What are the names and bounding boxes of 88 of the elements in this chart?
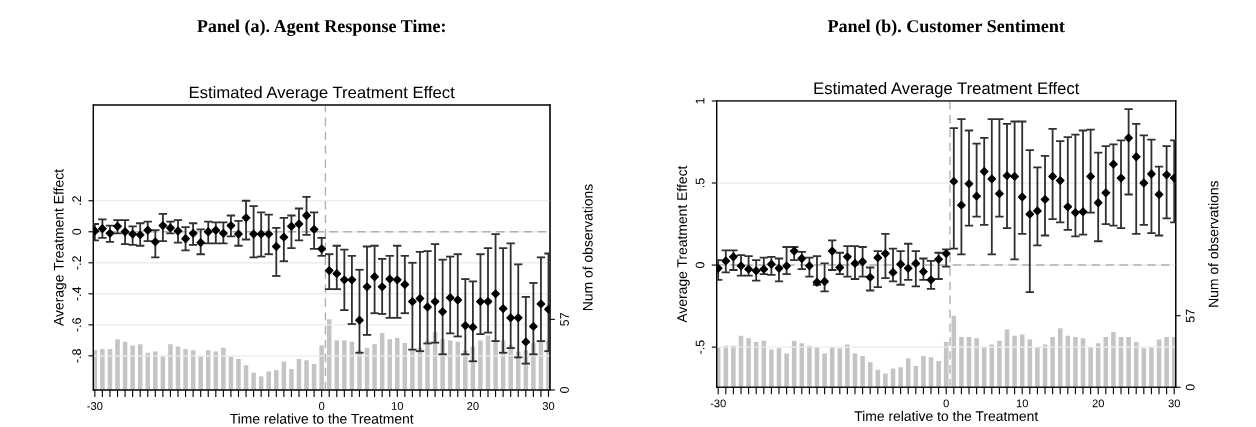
y-tick-label: 0 <box>72 228 82 235</box>
x-tick-label: 30 <box>1168 399 1180 408</box>
x-axis-title: Time relative to the Treatment <box>230 413 414 424</box>
y-tick-label: -.6 <box>72 318 82 332</box>
x-tick-label: 10 <box>1016 399 1028 408</box>
bar <box>251 372 256 390</box>
bar <box>1073 337 1078 388</box>
bar <box>845 344 850 388</box>
bar <box>936 360 941 388</box>
bar <box>425 340 430 390</box>
y-tick-label: 0 <box>695 262 705 269</box>
bar <box>860 355 865 388</box>
y-tick-label: -.5 <box>695 340 705 354</box>
bar <box>1126 337 1131 388</box>
chart-subtitle: Panel (a). Agent Response Time: <box>197 19 445 37</box>
bar <box>508 345 513 390</box>
bar <box>357 350 362 390</box>
y-tick-label: .2 <box>72 196 81 205</box>
bar <box>372 344 377 390</box>
bar <box>319 345 324 390</box>
bar <box>221 347 226 390</box>
bar <box>921 355 926 388</box>
bar <box>807 345 812 388</box>
y2-tick-label: 57 <box>1185 309 1195 323</box>
bar <box>145 352 151 390</box>
y-tick-label: .5 <box>695 178 705 188</box>
bar <box>342 340 347 390</box>
bar <box>153 351 158 390</box>
x-tick-label: 20 <box>1092 399 1104 408</box>
bar <box>1149 347 1154 388</box>
y2-tick-label: 0 <box>560 386 569 393</box>
bar <box>746 338 751 388</box>
x-tick-label: 0 <box>319 402 325 410</box>
bar <box>822 353 827 388</box>
bar <box>898 367 903 388</box>
bar <box>115 339 120 390</box>
y2-tick-label: 0 <box>1185 384 1195 391</box>
x-axis-title: Time relative to the Treatment <box>854 410 1039 422</box>
bar <box>731 345 736 388</box>
bar <box>130 345 135 390</box>
x-tick-label: 20 <box>467 402 479 410</box>
bar <box>1111 332 1116 388</box>
bar <box>974 338 979 388</box>
y2-axis-title: Num of observations <box>1208 180 1219 307</box>
bar <box>1012 335 1017 388</box>
y2-axis-title: Num of observations <box>582 184 593 311</box>
bar <box>205 350 211 390</box>
y-axis-title: Average Treatment Effect <box>676 165 690 323</box>
bar <box>1164 337 1169 388</box>
bar <box>1035 347 1040 388</box>
bar <box>784 353 789 388</box>
bar <box>289 368 294 390</box>
y2-tick-label: 57 <box>560 313 569 326</box>
bar <box>515 351 521 390</box>
bar <box>304 360 309 390</box>
y-tick-label: -.4 <box>72 286 81 301</box>
bar <box>769 349 774 388</box>
y-tick-label: -.8 <box>72 349 82 363</box>
bar <box>274 370 279 390</box>
bar <box>395 337 400 390</box>
bar <box>100 349 105 390</box>
bar <box>463 350 468 390</box>
bar <box>168 344 173 390</box>
x-tick-label: -30 <box>87 402 103 410</box>
bar <box>198 356 203 390</box>
y-axis-title: Average Treatment Effect <box>53 169 67 326</box>
bar <box>236 359 241 390</box>
y-tick-label: 1 <box>695 98 705 104</box>
bar <box>478 340 483 390</box>
bar <box>883 373 888 388</box>
bar <box>493 340 498 390</box>
chart-title: Estimated Average Treatment Effect <box>814 81 1080 98</box>
bar <box>266 371 271 390</box>
x-tick-label: 30 <box>542 402 555 410</box>
bar <box>387 339 392 390</box>
bar <box>1050 337 1055 388</box>
bar <box>183 349 188 390</box>
bar <box>959 337 964 388</box>
y-tick-label: -.2 <box>72 256 81 270</box>
bar <box>410 350 415 390</box>
chart-title: Estimated Average Treatment Effect <box>189 86 455 102</box>
chart-subtitle: Panel (b). Customer Sentiment <box>827 19 1065 36</box>
x-tick-label: -30 <box>710 399 726 408</box>
bar <box>455 341 461 390</box>
x-tick-label: 10 <box>391 402 404 410</box>
x-tick-label: 0 <box>943 399 949 408</box>
bar <box>997 340 1002 388</box>
bar <box>1088 347 1093 388</box>
